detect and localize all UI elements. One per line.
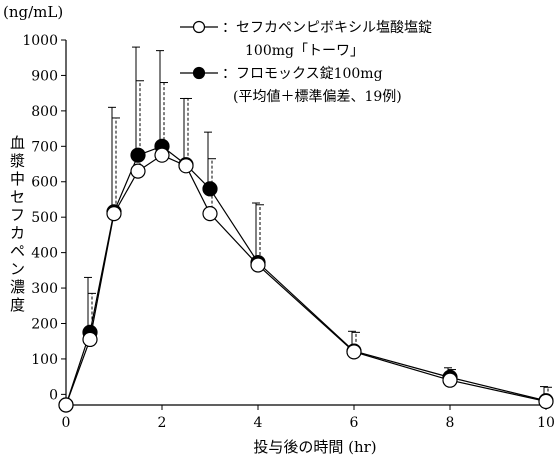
x-tick-label-10: 10 xyxy=(537,415,555,431)
data-point-series-1-x-0 xyxy=(58,397,74,413)
y-tick-label-100: 100 xyxy=(31,352,58,368)
legend-label-series-1-line-1: ：セフカペンピボキシル塩酸塩錠 xyxy=(222,20,432,36)
legend-label-series-1-line-2: 100mg「トーワ」 xyxy=(245,43,364,59)
data-point-series-1-x-6 xyxy=(346,344,362,360)
data-point-series-1-x-2 xyxy=(154,147,170,163)
data-point-series-2-x-1.5 xyxy=(130,147,146,163)
data-point-series-1-x-4 xyxy=(250,257,266,273)
legend-label-series-2-line-1: ：フロモックス錠100mg xyxy=(222,66,383,82)
data-point-series-1-x-10 xyxy=(538,393,554,410)
legend-marker-series-2 xyxy=(192,66,206,80)
series-lines xyxy=(65,145,547,406)
chart-axes: 0 100 200 300 400 500 600 700 800 900 1000 0 2 4 6 8 10 xyxy=(22,33,555,431)
y-unit-label: (ng/mL) xyxy=(3,3,63,21)
y-tick-label-700: 700 xyxy=(31,139,58,155)
y-tick-label-800: 800 xyxy=(31,104,58,120)
y-tick-label-600: 600 xyxy=(31,175,58,191)
data-point-series-1-x-1 xyxy=(106,206,122,222)
x-axis-title: 投与後の時間 (hr) xyxy=(253,438,376,456)
legend-marker-series-1 xyxy=(192,20,206,34)
y-tick-label-1000: 1000 xyxy=(22,33,58,49)
error-bars xyxy=(84,46,552,402)
legend: ：セフカペンピボキシル塩酸塩錠 100mg「トーワ」 ：フロモックス錠100mg… xyxy=(180,20,432,105)
series-markers xyxy=(58,138,554,413)
data-point-series-2-x-3 xyxy=(202,181,218,197)
data-point-series-1-x-8 xyxy=(442,372,458,388)
x-tick-label-8: 8 xyxy=(446,415,455,431)
x-tick-label-2: 2 xyxy=(158,415,167,431)
data-point-series-1-x-0.5 xyxy=(82,331,98,348)
x-tick-label-0: 0 xyxy=(62,415,71,431)
legend-label-series-2-line-2: (平均値＋標準偏差、19例) xyxy=(233,89,402,105)
y-axis-title: 血漿中セフカペン濃度 xyxy=(10,134,25,314)
y-tick-label-500: 500 xyxy=(31,210,58,226)
series-line-2 xyxy=(65,145,547,406)
y-tick-label-300: 300 xyxy=(31,281,58,297)
y-tick-label-900: 900 xyxy=(31,68,58,84)
x-tick-label-4: 4 xyxy=(254,415,263,431)
y-tick-label-400: 400 xyxy=(31,246,58,262)
y-tick-label-0: 0 xyxy=(49,387,58,403)
data-point-series-1-x-3 xyxy=(202,206,218,222)
x-tick-label-6: 6 xyxy=(350,415,359,431)
data-point-series-1-x-1.5 xyxy=(130,163,146,179)
y-tick-label-200: 200 xyxy=(31,316,58,332)
series-line-1 xyxy=(65,154,547,406)
data-point-series-1-x-2.5 xyxy=(178,158,194,174)
